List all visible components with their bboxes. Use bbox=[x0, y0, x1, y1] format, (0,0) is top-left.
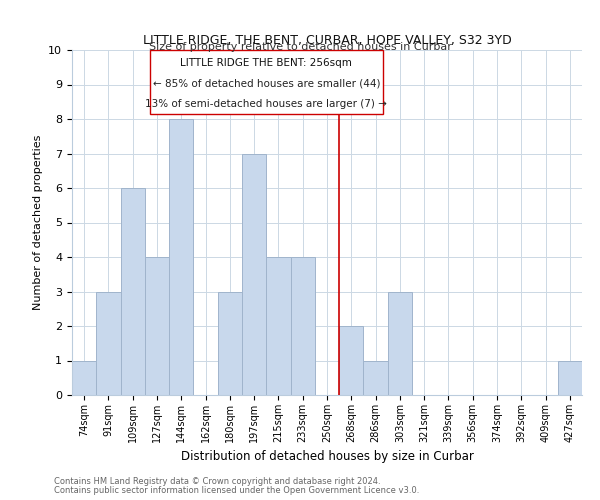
Text: 13% of semi-detached houses are larger (7) →: 13% of semi-detached houses are larger (… bbox=[145, 99, 387, 109]
Bar bbox=[169, 119, 193, 395]
Bar bbox=[388, 292, 412, 395]
Bar bbox=[558, 360, 582, 395]
Y-axis label: Number of detached properties: Number of detached properties bbox=[33, 135, 43, 310]
FancyBboxPatch shape bbox=[150, 50, 383, 114]
Text: ← 85% of detached houses are smaller (44): ← 85% of detached houses are smaller (44… bbox=[152, 78, 380, 88]
Bar bbox=[96, 292, 121, 395]
Title: LITTLE RIDGE, THE BENT, CURBAR, HOPE VALLEY, S32 3YD: LITTLE RIDGE, THE BENT, CURBAR, HOPE VAL… bbox=[143, 34, 511, 48]
Bar bbox=[145, 257, 169, 395]
Bar bbox=[72, 360, 96, 395]
Text: Size of property relative to detached houses in Curbar: Size of property relative to detached ho… bbox=[149, 42, 451, 52]
Bar bbox=[242, 154, 266, 395]
Bar bbox=[121, 188, 145, 395]
Text: Contains public sector information licensed under the Open Government Licence v3: Contains public sector information licen… bbox=[54, 486, 419, 495]
Bar bbox=[290, 257, 315, 395]
X-axis label: Distribution of detached houses by size in Curbar: Distribution of detached houses by size … bbox=[181, 450, 473, 464]
Bar bbox=[218, 292, 242, 395]
Bar bbox=[339, 326, 364, 395]
Text: Contains HM Land Registry data © Crown copyright and database right 2024.: Contains HM Land Registry data © Crown c… bbox=[54, 477, 380, 486]
Text: LITTLE RIDGE THE BENT: 256sqm: LITTLE RIDGE THE BENT: 256sqm bbox=[181, 58, 352, 68]
Bar bbox=[364, 360, 388, 395]
Bar bbox=[266, 257, 290, 395]
